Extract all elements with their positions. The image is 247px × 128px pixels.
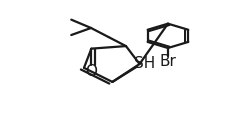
Text: O: O: [85, 64, 97, 79]
Text: SH: SH: [134, 56, 156, 71]
Text: Br: Br: [160, 54, 176, 69]
